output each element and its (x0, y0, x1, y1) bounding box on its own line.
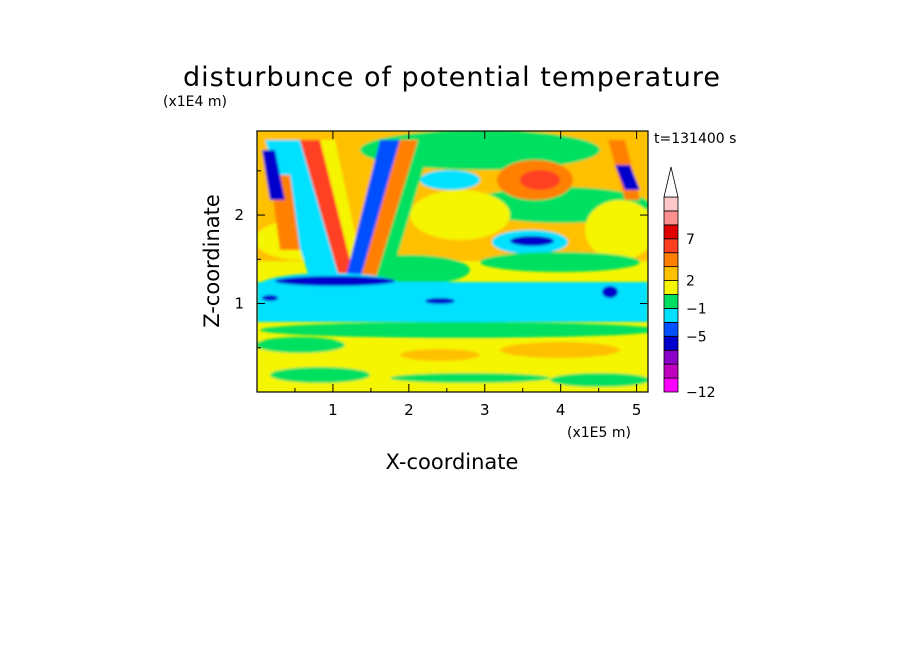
wave-band (375, 140, 432, 280)
blue-streak (275, 276, 395, 286)
colorbar-swatch (663, 252, 679, 268)
y-axis: 12 (234, 170, 648, 349)
y-tick-label: 2 (234, 206, 244, 224)
colorbar-swatch (663, 280, 679, 295)
x-tick-label: 1 (328, 401, 338, 419)
colorbar-swatch (663, 308, 679, 323)
x-unit-label: (x1E5 m) (567, 425, 631, 441)
colorbar-swatch (663, 363, 679, 379)
wave-band (360, 140, 418, 280)
colorbar-tick-label: 2 (686, 274, 695, 290)
colorbar-swatch (663, 210, 679, 226)
green-region (390, 373, 550, 383)
x-tick-label: 2 (404, 401, 414, 419)
colorbar-swatch (663, 335, 679, 351)
green-region (480, 252, 640, 272)
colorbar-swatch (663, 196, 679, 212)
y-axis-label: Z-coordinate (200, 194, 224, 328)
blue-region (510, 236, 554, 246)
colorbar-swatch (663, 238, 679, 254)
colorbar-tick-label: −12 (686, 385, 716, 401)
colorbar-tick-label: −5 (686, 329, 707, 345)
x-tick-label: 4 (556, 401, 566, 419)
blue-streak (602, 286, 618, 298)
heatmap-field (257, 131, 648, 392)
green-region (410, 190, 510, 240)
orange-region (500, 342, 620, 358)
green-region (550, 373, 648, 387)
blue-streak (425, 298, 455, 304)
green-band (260, 322, 648, 338)
colorbar-tick-label: 7 (686, 232, 695, 248)
wave-band (262, 150, 285, 200)
colorbar-swatch (663, 294, 679, 309)
plot-frame (256, 130, 649, 393)
colorbar-swatch (663, 224, 679, 240)
orange-region (520, 170, 560, 190)
green-region (270, 367, 370, 383)
colorbar-swatch (663, 349, 679, 365)
plot-area (257, 131, 648, 392)
green-region (257, 337, 345, 353)
blue-streak (262, 295, 278, 301)
x-tick-label: 5 (632, 401, 642, 419)
x-axis: 1 2 3 4 5 (294, 131, 642, 419)
colorbar-tick-label: −1 (686, 301, 707, 317)
wave-band (300, 140, 355, 280)
time-label: t=131400 s (654, 131, 736, 147)
orange-region (400, 349, 480, 361)
cyan-region (420, 170, 480, 190)
colorbar: 7 2 −1 −5 −12 (663, 166, 716, 401)
colorbar-swatch (663, 377, 679, 393)
y-tick-label: 1 (234, 295, 244, 313)
x-tick-label: 3 (480, 401, 490, 419)
green-region (585, 200, 648, 260)
wave-fan (262, 140, 640, 280)
wave-band (615, 165, 640, 190)
x-axis-label: X-coordinate (386, 450, 519, 474)
y-unit-label: (x1E4 m) (163, 94, 227, 110)
colorbar-swatch (663, 321, 679, 337)
colorbar-extend-arrow (663, 166, 679, 198)
wave-band (345, 140, 400, 280)
chart-title: disturbunce of potential temperature (183, 62, 721, 93)
colorbar-swatch (663, 266, 679, 281)
